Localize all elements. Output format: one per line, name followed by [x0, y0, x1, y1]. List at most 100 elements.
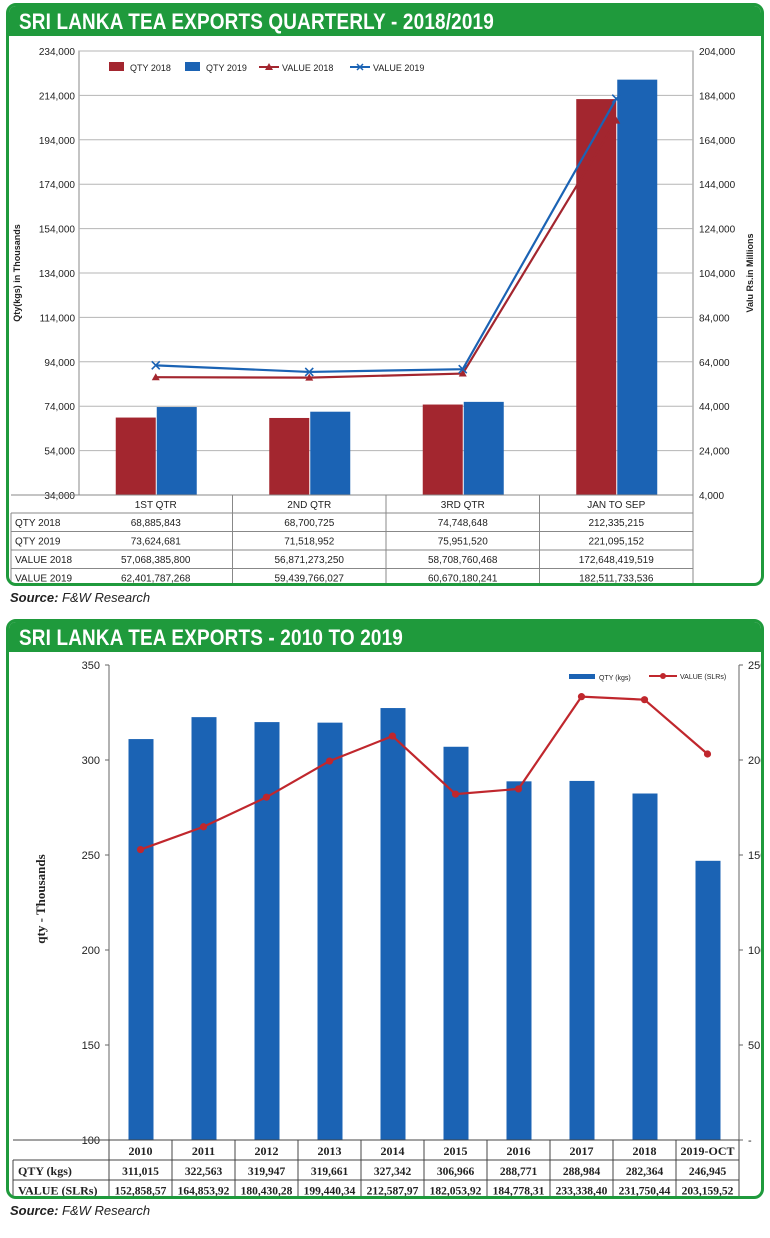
y-axis-label: Qty(kgs) in Thousands: [12, 224, 22, 322]
legend-label: VALUE 2019: [373, 63, 424, 73]
y2-tick-label: 24,000: [699, 447, 730, 458]
legend-label: VALUE 2018: [282, 63, 333, 73]
table-cell: 288,984: [563, 1166, 601, 1178]
y2-tick-label: 84,000: [699, 313, 730, 324]
point-marker: [703, 750, 712, 758]
point-marker: [577, 693, 586, 701]
table-cell: 182,053,92: [430, 1186, 482, 1198]
y-tick-label: 234,000: [39, 47, 76, 58]
table-cell: 62,401,787,268: [121, 574, 191, 585]
source-note-1: Source: F&W Research: [10, 590, 150, 605]
legend-label: VALUE (SLRs): [680, 674, 726, 681]
x-tick-label: 1ST QTR: [135, 500, 177, 511]
y-tick-label: 100: [82, 1135, 100, 1147]
y2-tick-label: 150: [748, 850, 761, 862]
legend-swatch: [185, 62, 200, 71]
table-row-label: VALUE 2018: [15, 555, 73, 566]
y2-tick-label: 64,000: [699, 358, 730, 369]
y2-axis-label: Valu Rs.in Millions: [745, 233, 755, 312]
line-value-2018: [155, 120, 618, 379]
table-cell: 319,947: [248, 1166, 286, 1178]
bar-qty: [128, 739, 154, 1140]
table-cell: 212,335,215: [588, 518, 644, 529]
point-marker: [388, 732, 397, 740]
y-tick-label: 114,000: [40, 313, 76, 324]
point-marker: [304, 367, 314, 377]
table-cell: 68,885,843: [131, 518, 181, 529]
table-row-label: QTY 2019: [15, 537, 61, 548]
table-cell: 71,518,952: [284, 537, 334, 548]
table-cell: 221,095,152: [588, 537, 644, 548]
y-tick-label: 194,000: [39, 136, 76, 147]
y2-tick-label: 184,000: [699, 91, 736, 102]
x-tick-label: 2016: [507, 1144, 531, 1158]
point-marker: [451, 790, 460, 798]
table-cell: 152,858,57: [115, 1186, 167, 1198]
bar-qty: [506, 781, 532, 1140]
y-tick-label: 200: [82, 945, 100, 957]
y2-tick-label: 124,000: [699, 225, 736, 236]
x-tick-label: 2015: [444, 1144, 468, 1158]
chart-title: SRI LANKA TEA EXPORTS QUARTERLY - 2018/2…: [19, 9, 494, 34]
y-tick-label: 214,000: [39, 91, 76, 102]
x-tick-label: 3RD QTR: [441, 500, 485, 511]
table-cell: 59,439,766,027: [274, 574, 344, 585]
y-tick-label: 350: [82, 660, 100, 672]
line-value-2019: [155, 98, 618, 374]
quarterly-chart: 234,000 204,000 214,000 184,000 194,000 164,0…: [10, 47, 755, 585]
bar-qty: [254, 722, 280, 1140]
y-tick-label: 74,000: [44, 402, 75, 413]
point-marker: [262, 793, 271, 801]
table-cell: 233,338,40: [556, 1186, 608, 1198]
table-cell: 184,778,31: [493, 1186, 545, 1198]
bar-qty-2018: [422, 404, 463, 495]
table-cell: 73,624,681: [131, 537, 181, 548]
point-marker: [458, 364, 468, 374]
source-note-2: Source: F&W Research: [10, 1203, 150, 1218]
bar-qty: [632, 793, 658, 1140]
y2-tick-label: 44,000: [699, 402, 730, 413]
source-label: Source:: [10, 590, 59, 605]
table-cell: 322,563: [185, 1166, 223, 1178]
bar-qty-2019: [310, 411, 351, 495]
point-marker: [136, 845, 145, 854]
legend-marker: [265, 63, 273, 70]
x-tick-label: 2ND QTR: [287, 500, 331, 511]
chart-title: SRI LANKA TEA EXPORTS - 2010 TO 2019: [19, 625, 404, 650]
legend-marker: [660, 673, 666, 679]
point-marker: [305, 373, 314, 381]
y-tick-label: 150: [82, 1040, 100, 1052]
legend-swatch: [569, 674, 595, 679]
table-cell: 199,440,34: [304, 1186, 356, 1198]
table-cell: 231,750,44: [619, 1186, 671, 1198]
table-cell: 68,700,725: [284, 518, 334, 529]
y2-tick-label: 100: [748, 945, 761, 957]
table-cell: 311,015: [122, 1166, 159, 1178]
table-cell: 282,364: [626, 1166, 664, 1178]
bar-qty-2018: [576, 99, 617, 495]
y2-tick-label: 50: [748, 1040, 760, 1052]
point-marker: [151, 373, 160, 381]
legend-marker: [356, 63, 364, 71]
x-tick-label: 2010: [129, 1144, 153, 1158]
x-tick-label: 2017: [570, 1144, 594, 1158]
panel-header: SRI LANKA TEA EXPORTS QUARTERLY - 2018/2…: [9, 6, 761, 36]
point-marker: [640, 696, 649, 704]
y-tick-label: 94,000: [44, 358, 75, 369]
y-tick-label: 300: [82, 755, 100, 767]
table-row-label: VALUE 2019: [15, 574, 73, 585]
x-tick-label: 2013: [318, 1144, 342, 1158]
table-cell: 58,708,760,468: [428, 555, 498, 566]
table-cell: 182,511,733,536: [579, 574, 654, 585]
y2-tick-label: 200: [748, 755, 761, 767]
table-cell: 319,661: [311, 1166, 349, 1178]
bar-qty-2019: [617, 79, 658, 496]
table-row-label: QTY 2018: [15, 518, 61, 529]
source-label: Source:: [10, 1203, 59, 1218]
point-marker: [612, 116, 621, 124]
point-marker: [611, 94, 621, 104]
x-tick-label: 2011: [192, 1144, 215, 1158]
y2-tick-label: 104,000: [699, 269, 736, 280]
table-cell: 164,853,92: [178, 1186, 230, 1198]
annual-chart: 350 250 300 200 250 150 200 100 150 50 100 - qty - T…: [12, 660, 761, 1198]
